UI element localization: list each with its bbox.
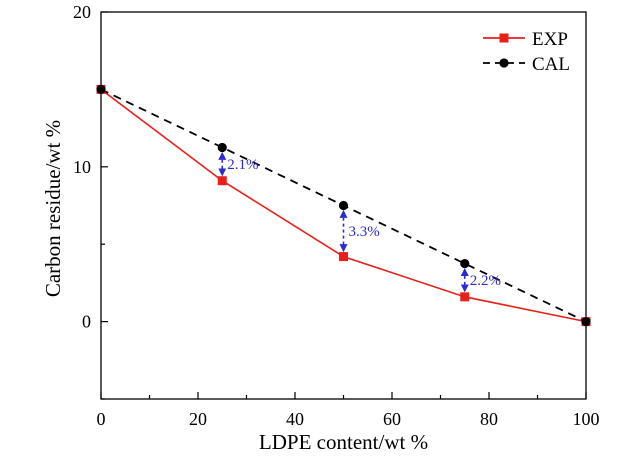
- cal-point-marker: [338, 200, 349, 211]
- legend: EXP CAL: [483, 29, 570, 75]
- exp-point-marker: [217, 176, 227, 186]
- x-tick-label: 100: [573, 409, 600, 429]
- series-layer: [96, 84, 591, 327]
- axes: 0 20 40 60 80 100 0 10 20 LDPE content/wt % Carbon…: [41, 2, 600, 454]
- legend-marker-cal: [499, 58, 509, 68]
- x-tick-label: 40: [286, 409, 304, 429]
- x-axis-title: LDPE content/wt %: [259, 430, 428, 454]
- legend-label-exp: EXP: [532, 29, 568, 50]
- x-tick-label: 0: [97, 409, 106, 429]
- legend-marker-exp: [499, 33, 509, 43]
- x-tick-label: 80: [480, 409, 498, 429]
- annotation-layer: 2.1% 3.3% 2.2%: [218, 151, 501, 293]
- cal-point-marker: [217, 142, 227, 153]
- difference-label: 2.1%: [227, 157, 258, 173]
- x-tick-label: 20: [189, 409, 207, 429]
- cal-point-marker: [460, 258, 470, 269]
- y-tick-label: 0: [82, 312, 91, 332]
- cal-point-marker: [96, 84, 106, 94]
- difference-label: 2.2%: [470, 273, 501, 289]
- cal-point-marker: [581, 317, 591, 327]
- difference-label: 3.3%: [349, 224, 380, 240]
- legend-label-cal: CAL: [532, 54, 570, 75]
- exp-point-marker: [460, 292, 470, 302]
- y-tick-label: 10: [73, 157, 91, 177]
- x-tick-label: 60: [383, 409, 401, 429]
- y-axis-title: Carbon residue/wt %: [41, 120, 65, 297]
- exp-point-marker: [339, 252, 348, 262]
- y-tick-label: 20: [73, 2, 91, 22]
